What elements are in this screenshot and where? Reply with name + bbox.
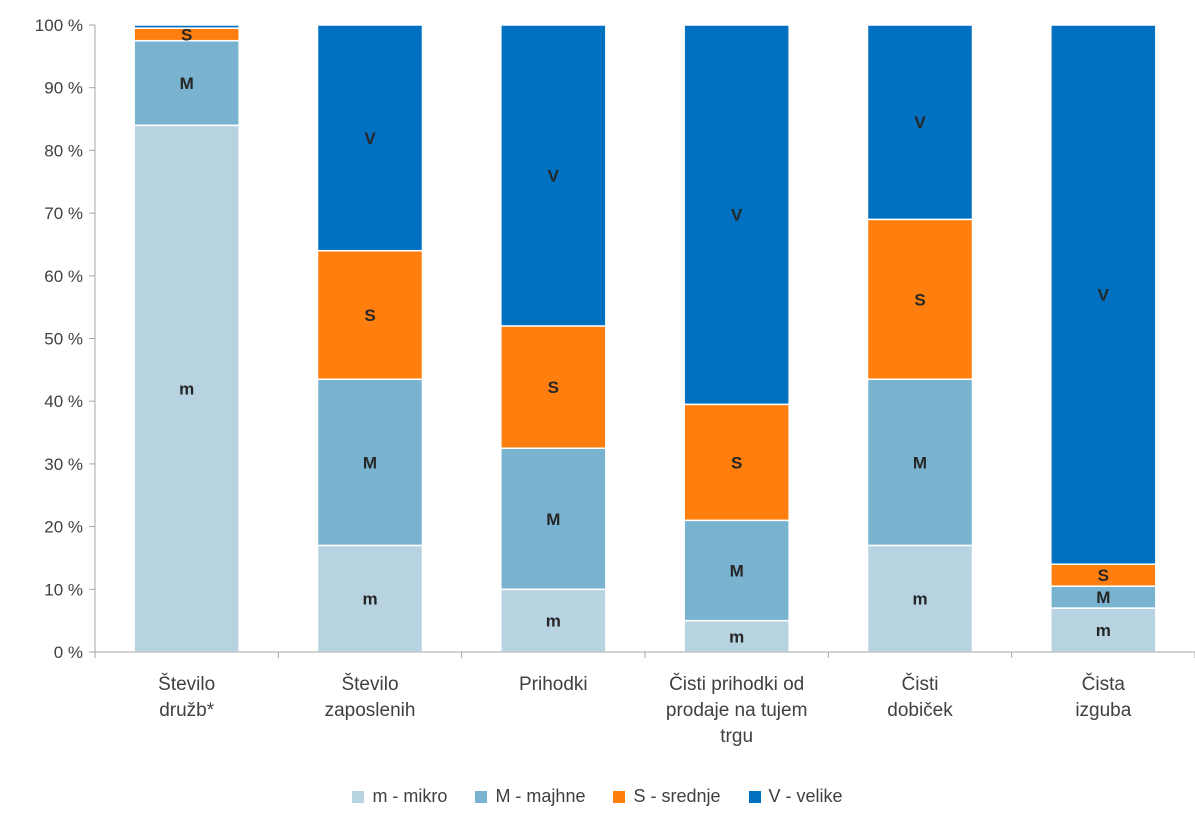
- bar-segment-label: m: [912, 590, 927, 609]
- x-category-label: Prihodki: [519, 674, 588, 695]
- bar-segment-label: S: [914, 290, 925, 309]
- legend-label: S - srednje: [633, 786, 721, 806]
- bar-segment-label: M: [180, 74, 194, 93]
- bar-segment: [1050, 607, 1157, 653]
- bar-segment-label: V: [548, 166, 560, 185]
- bar-segment-label: V: [364, 129, 376, 148]
- y-tick-label: 60 %: [44, 267, 83, 286]
- legend-item: V - velike: [748, 786, 843, 807]
- legend-label: m - mikro: [372, 786, 448, 806]
- bar-segment: [683, 24, 790, 406]
- legend-swatch: [748, 790, 761, 803]
- bar-segment-label: M: [546, 510, 560, 529]
- bar-segment-label: S: [731, 453, 742, 472]
- bar-segment-label: S: [548, 378, 559, 397]
- bar-segment: [866, 544, 974, 653]
- y-tick-label: 0 %: [54, 643, 83, 662]
- bar-segment: [500, 447, 607, 591]
- bar-segment-label: m: [1096, 621, 1111, 640]
- legend-item: M - majhne: [475, 786, 585, 807]
- x-category-label: Število zaposlenih: [325, 673, 416, 721]
- bar-segment: [133, 24, 240, 29]
- bar-segment: [866, 378, 974, 547]
- x-category-label: Čista izguba: [1075, 673, 1131, 721]
- legend-swatch: [475, 790, 488, 803]
- bar-segment-label: M: [1096, 588, 1110, 607]
- y-tick-label: 90 %: [44, 79, 83, 98]
- legend-item: m - mikro: [352, 786, 447, 807]
- bar-segment: [866, 218, 974, 381]
- bar-segment: [316, 24, 424, 252]
- bar-segment: [316, 544, 424, 653]
- bar-segment-label: m: [729, 627, 744, 646]
- x-axis: Število družb* Število zaposlenih Prihodki Či…: [94, 651, 1195, 747]
- y-axis: 0 % 10 % 20 % 30 % 40 % 50 % 60 % 70 % 80 % 90 % 1…: [35, 16, 96, 662]
- x-category-label: Čisti dobiček: [887, 673, 953, 721]
- y-tick-label: 70 %: [44, 204, 83, 223]
- y-tick-label: 20 %: [44, 518, 83, 537]
- bar-segment-label: V: [914, 113, 926, 132]
- bar-segment: [500, 325, 607, 449]
- x-category-label: Čisti prihodki od prodaje na tujem trgu: [666, 673, 808, 747]
- bar-segment-label: M: [363, 453, 377, 472]
- bar-segment: [683, 619, 790, 653]
- bar-segment-label: m: [362, 590, 377, 609]
- legend: m - mikro M - majhne S - srednje V - velike: [0, 786, 1195, 807]
- bar-segment-label: S: [364, 306, 375, 325]
- y-tick-label: 100 %: [35, 16, 83, 35]
- bar-segment-label: M: [730, 561, 744, 580]
- legend-label: M - majhne: [495, 786, 586, 806]
- bar-segment-label: V: [731, 206, 743, 225]
- bar-segment-label: S: [1098, 566, 1109, 585]
- chart-canvas: 0 % 10 % 20 % 30 % 40 % 50 % 60 % 70 % 80 % 90 % 1…: [35, 16, 1195, 747]
- legend-swatch: [352, 790, 365, 803]
- bar-segment: [683, 519, 790, 622]
- bar-segment-label: m: [179, 380, 194, 399]
- y-tick-label: 10 %: [44, 580, 83, 599]
- bar-segment-label: V: [1098, 286, 1110, 305]
- y-tick-label: 50 %: [44, 330, 83, 349]
- bar-segment-label: M: [913, 453, 927, 472]
- y-tick-label: 40 %: [44, 392, 83, 411]
- y-tick-label: 80 %: [44, 141, 83, 160]
- legend-swatch: [613, 790, 626, 803]
- bar-segment: [316, 378, 424, 547]
- bar-segment: [1050, 24, 1157, 565]
- legend-item: S - srednje: [613, 786, 721, 807]
- legend-label: V - velike: [768, 786, 843, 806]
- bar-segment-label: S: [181, 25, 192, 44]
- bar-segment: [866, 24, 974, 221]
- bar-segment: [500, 24, 607, 327]
- x-category-label: Število družb*: [158, 673, 215, 721]
- bar-segment-label: m: [546, 612, 561, 631]
- bar-segment: [133, 124, 240, 653]
- y-tick-label: 30 %: [44, 455, 83, 474]
